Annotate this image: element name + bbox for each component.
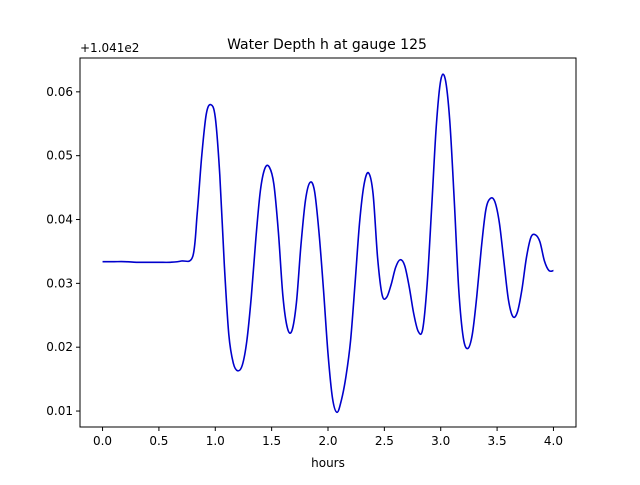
x-tick-label: 1.5 (262, 434, 281, 448)
x-tick-label: 2.5 (375, 434, 394, 448)
x-tick-label: 3.0 (431, 434, 450, 448)
plot-area (102, 73, 554, 414)
x-tick-label: 4.0 (544, 434, 563, 448)
x-tick-label: 0.5 (149, 434, 168, 448)
y-tick-label: 0.06 (46, 85, 73, 99)
x-tick-label: 0.0 (93, 434, 112, 448)
series-line (102, 73, 554, 414)
y-tick-label: 0.01 (46, 404, 73, 418)
y-tick-label: 0.02 (46, 340, 73, 354)
y-axis: 0.01 0.02 0.03 0.04 0.05 0.06 (46, 85, 80, 418)
y-tick-label: 0.04 (46, 213, 73, 227)
y-tick-label: 0.05 (46, 149, 73, 163)
x-tick-label: 3.5 (488, 434, 507, 448)
chart-title: Water Depth h at gauge 125 (227, 37, 427, 53)
plot-frame (79, 57, 577, 428)
x-tick-label: 1.0 (206, 434, 225, 448)
y-tick-label: 0.03 (46, 276, 73, 290)
y-axis-offset-label: +1.041e2 (80, 41, 139, 55)
x-tick-label: 2.0 (318, 434, 337, 448)
x-axis: 0.0 0.5 1.0 1.5 2.0 2.5 3.0 3.5 4.0 (93, 427, 563, 448)
x-axis-label: hours (311, 456, 345, 470)
